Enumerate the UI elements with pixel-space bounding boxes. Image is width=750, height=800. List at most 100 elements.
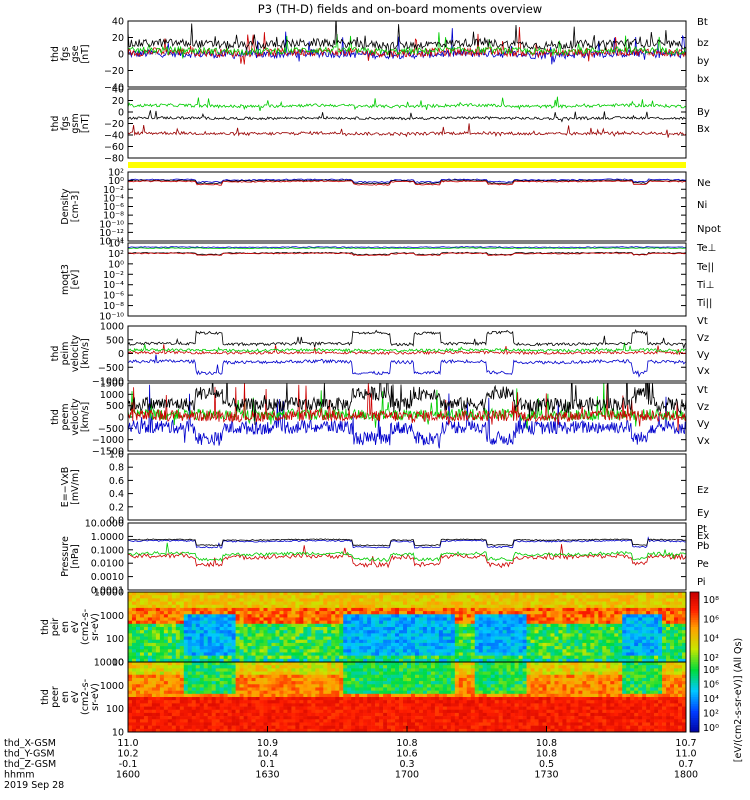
spectro-cell (291, 658, 296, 663)
spectro-cell (586, 607, 591, 612)
spectro-cell (143, 604, 149, 609)
spectro-cell (410, 642, 416, 647)
spectro-cell (562, 630, 567, 634)
spectro-cell (207, 658, 212, 663)
spectro-cell (231, 598, 236, 602)
ytick-label: −20 (104, 119, 124, 130)
spectro-cell (175, 604, 181, 609)
spectro-cell (414, 642, 420, 647)
spectro-cell (522, 595, 527, 599)
spectro-cell (375, 607, 380, 612)
spectro-cell (279, 636, 284, 641)
spectro-cell (518, 614, 523, 618)
spectro-cell (295, 728, 300, 733)
spectro-cell (211, 668, 216, 672)
ytick-label: 10⁻⁴ (103, 280, 124, 291)
spectro-cell (199, 722, 205, 726)
spectro-cell (299, 712, 304, 717)
spectro-cell (259, 630, 264, 634)
spectro-cell (299, 677, 304, 682)
spectro-cell (454, 604, 460, 609)
spectro-cell (203, 671, 209, 676)
spectro-cell (219, 681, 224, 685)
ytick-label: −80 (104, 154, 124, 165)
spectro-cell (128, 630, 133, 634)
spectro-cell (558, 636, 563, 641)
spectro-cell (347, 620, 352, 625)
spectro-cell (307, 649, 312, 653)
spectro-cell (279, 598, 284, 602)
spectro-cell (259, 728, 264, 733)
spectro-cell (327, 604, 332, 609)
spectro-cell (566, 623, 571, 628)
spectro-cell (243, 728, 248, 733)
spectro-cell (271, 601, 276, 606)
spectro-cell (259, 681, 264, 685)
spectro-cell (155, 636, 161, 641)
spectro-cell (159, 636, 165, 641)
spectro-cell (407, 623, 412, 628)
spectro-cell (434, 620, 440, 625)
spectro-cell (163, 719, 169, 723)
spectro-cell (582, 598, 587, 602)
spectro-cell (195, 627, 201, 631)
spectro-cell (339, 668, 344, 672)
spectro-cell (530, 630, 535, 634)
spectro-cell (395, 684, 400, 688)
ylabel-line: gse (70, 45, 81, 62)
spectro-cell (399, 642, 404, 647)
spectro-cell (682, 658, 687, 663)
spectro-cell (670, 595, 675, 599)
spectro-cell (482, 639, 488, 644)
spectro-cell (367, 681, 372, 685)
spectro-cell (410, 690, 416, 695)
spectro-cell (259, 592, 264, 596)
spectro-cell (255, 703, 260, 707)
spectro-cell (650, 607, 655, 612)
spectro-cell (131, 709, 137, 714)
spectro-cell (367, 642, 372, 647)
spectro-cell (291, 697, 296, 701)
spectro-cell (215, 668, 220, 672)
spectro-cell (514, 592, 519, 596)
spectro-cell (586, 614, 591, 618)
spectro-cell (251, 614, 256, 618)
spectro-cell (391, 681, 396, 685)
spectro-cell (327, 716, 332, 720)
spectro-cell (578, 604, 583, 609)
spectro-cell (355, 614, 360, 618)
spectro-cell (658, 649, 663, 653)
spectro-cell (279, 617, 284, 621)
spectro-cell (219, 636, 224, 641)
spectro-cell (399, 636, 404, 641)
spectro-cell (546, 607, 551, 612)
spectro-cell (327, 652, 332, 656)
spectro-cell (163, 725, 169, 730)
spectro-cell (566, 620, 571, 625)
spectro-cell (211, 614, 216, 618)
spectro-cell (410, 658, 416, 663)
series-npot (128, 178, 686, 184)
spectro-cell (375, 712, 380, 717)
spectro-cell (211, 652, 216, 656)
spectro-cell (139, 601, 145, 606)
spectro-cell (263, 598, 268, 602)
series-vt (128, 383, 686, 425)
spectro-cell (418, 646, 424, 650)
spectro-cell (263, 649, 268, 653)
spectro-cell (371, 728, 376, 733)
spectro-cell (255, 722, 260, 726)
spectro-cell (263, 607, 268, 612)
spectro-cell (139, 687, 145, 691)
spectro-cell (395, 712, 400, 717)
spectro-cell (422, 607, 428, 612)
spectro-cell (239, 604, 244, 609)
spectro-cell (678, 642, 683, 647)
spectro-cell (662, 620, 667, 625)
spectro-cell (247, 677, 252, 682)
spectro-cell (211, 611, 216, 615)
series-pi (128, 536, 686, 549)
spectro-cell (151, 697, 157, 701)
spectro-cell (430, 655, 436, 660)
spectro-cell (383, 684, 388, 688)
